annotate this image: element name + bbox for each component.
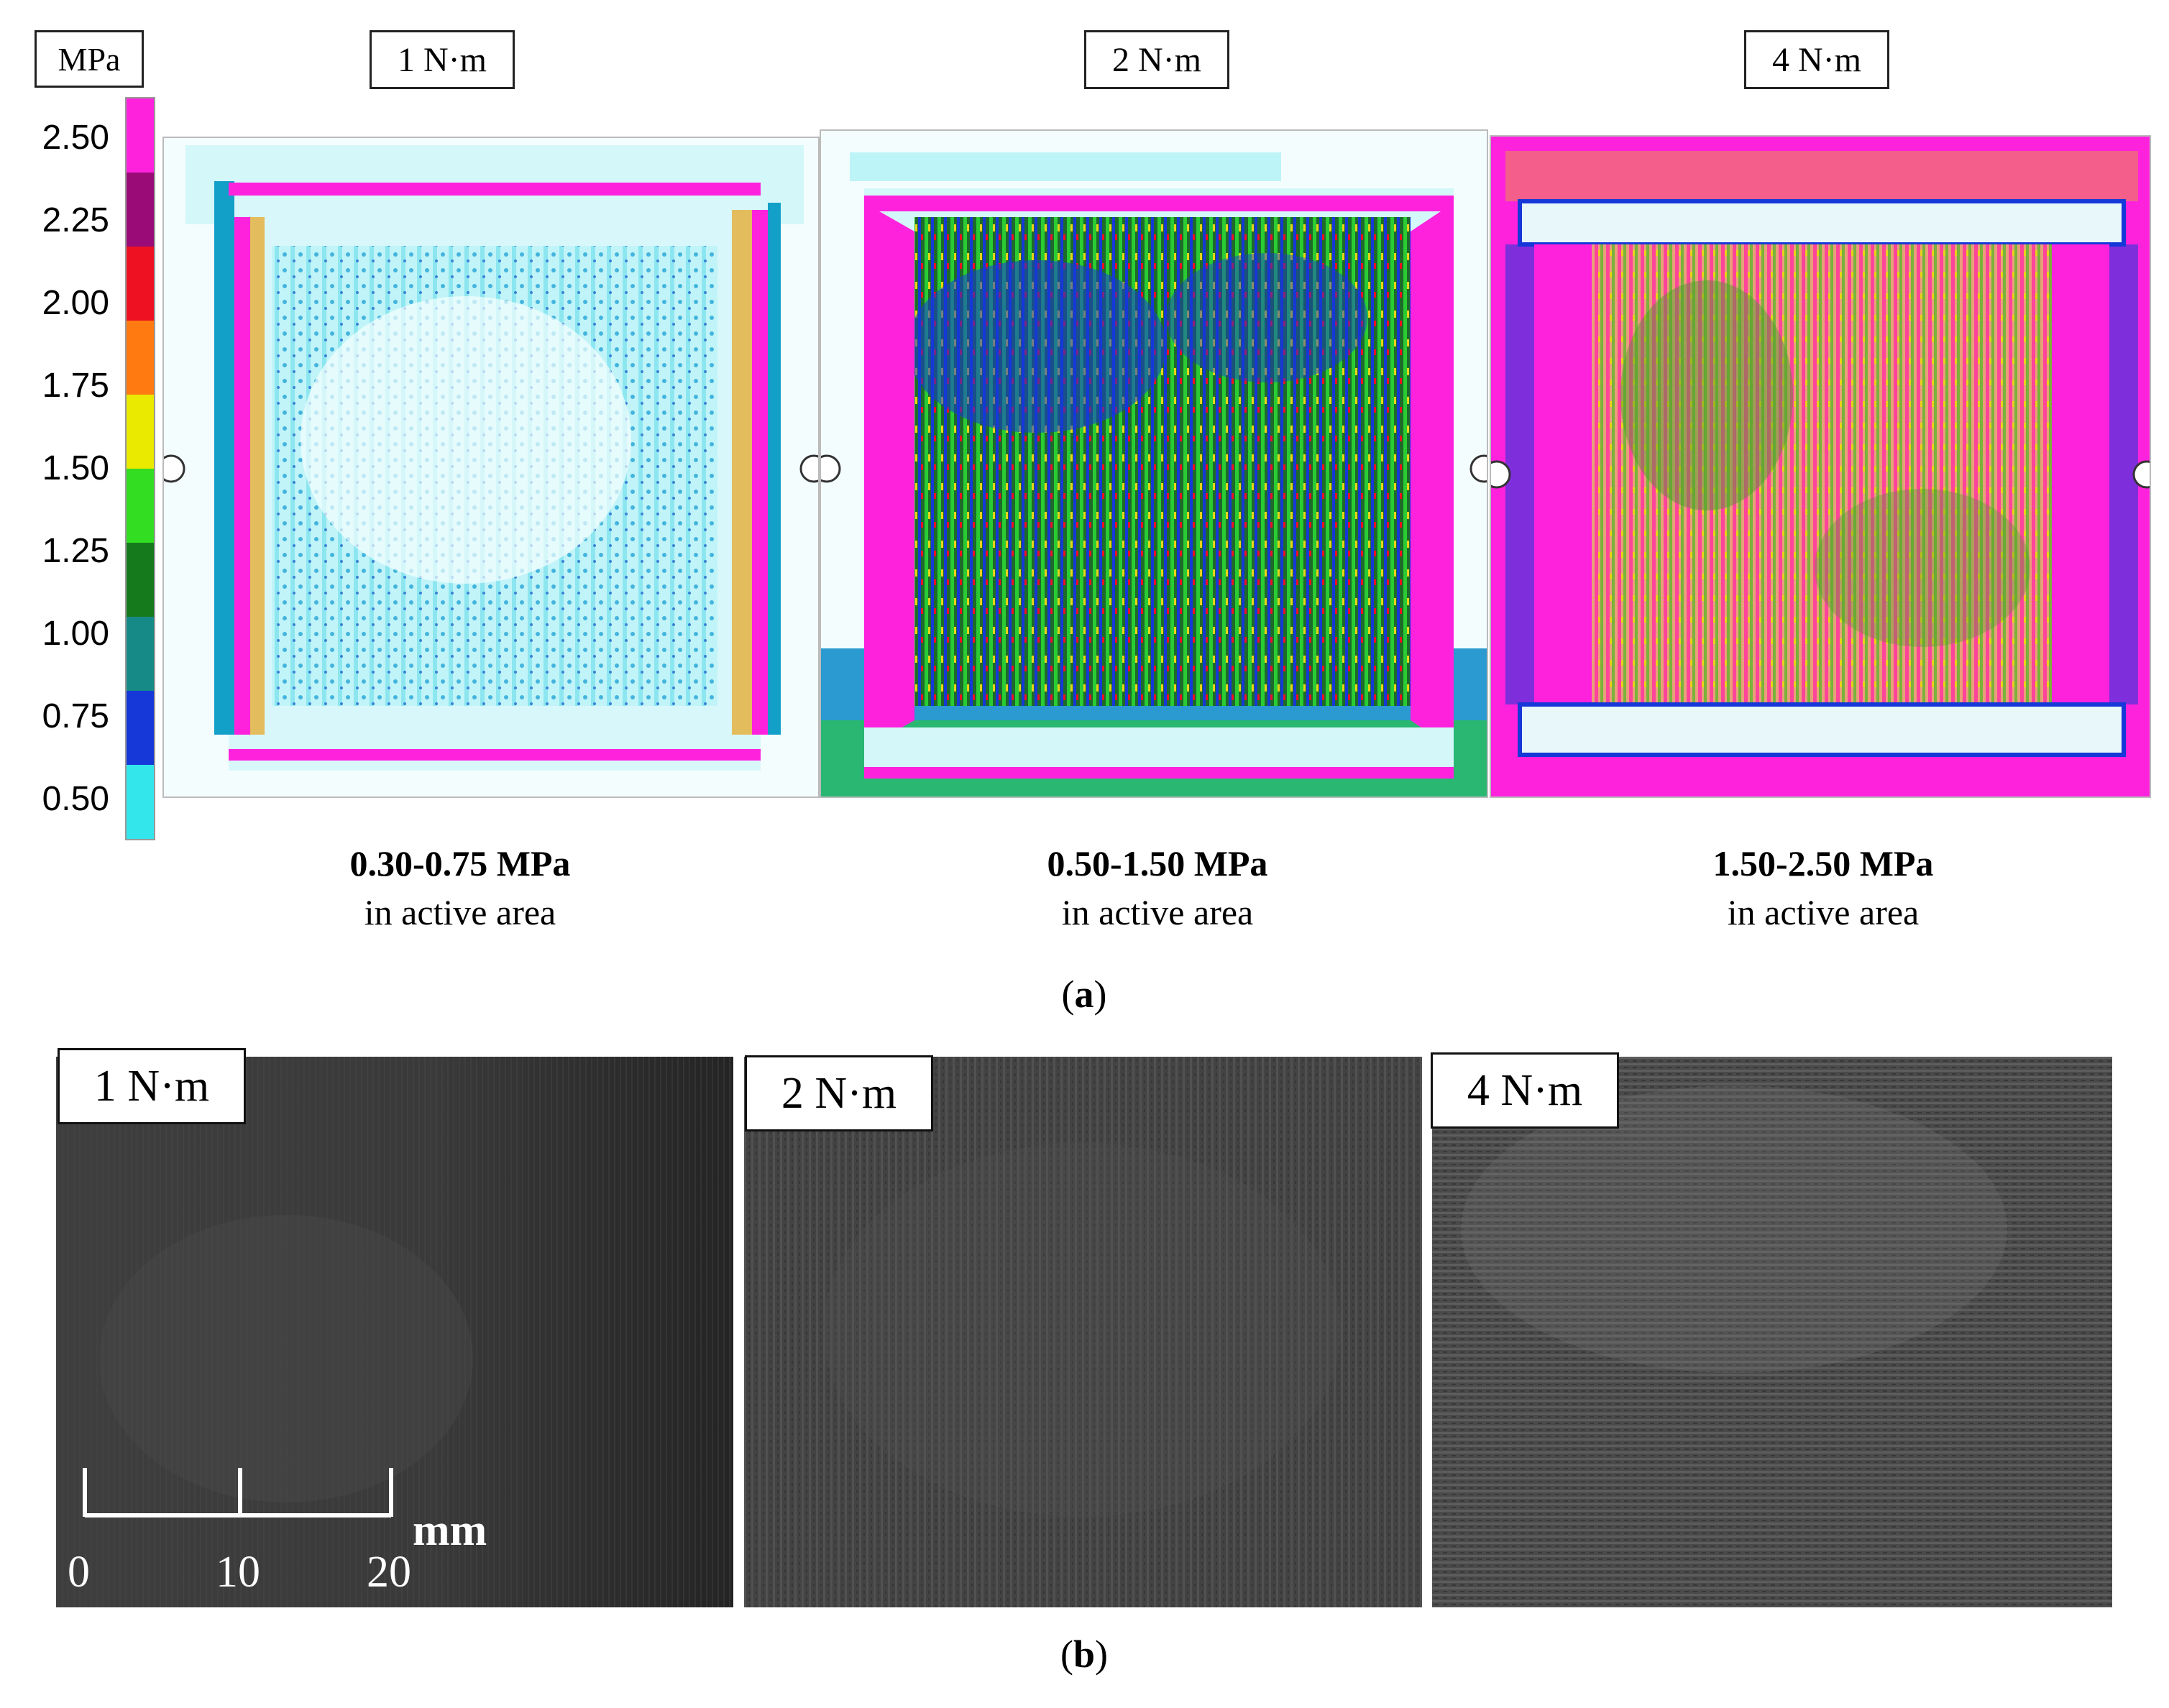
surface-photo-4nm <box>1432 1057 2112 1607</box>
colorbar-tick: 0.50 <box>42 780 109 818</box>
pressure-colorbar <box>125 97 155 840</box>
colorbar-tick: 0.75 <box>42 697 109 735</box>
pressure-map-2nm <box>820 129 1488 798</box>
surface-photo-2nm <box>744 1057 1422 1607</box>
colorbar-segment <box>127 691 154 765</box>
colorbar-segment <box>127 247 154 321</box>
colorbar-tick: 1.50 <box>42 449 109 487</box>
active-area-note-2nm: in active area <box>1061 892 1254 932</box>
colorbar-segment <box>127 765 154 839</box>
colorbar-tick: 2.00 <box>42 284 109 322</box>
scale-label-0: 0 <box>68 1548 90 1597</box>
colorbar-tick: 1.25 <box>42 532 109 570</box>
torque-label-3: 4 N·m <box>1744 30 1889 89</box>
colorbar-unit-label: MPa <box>35 30 144 88</box>
photo-torque-label-2: 2 N·m <box>745 1055 933 1131</box>
colorbar-segment <box>127 395 154 469</box>
torque-label-2: 2 N·m <box>1084 30 1229 89</box>
colorbar-segment <box>127 98 154 173</box>
scale-label-20: 20 <box>367 1548 411 1597</box>
torque-label-1: 1 N·m <box>370 30 515 89</box>
colorbar-tick: 2.50 <box>42 119 109 157</box>
scale-label-10: 10 <box>216 1548 260 1597</box>
active-area-note-4nm: in active area <box>1727 892 1920 932</box>
photo-torque-label-3: 4 N·m <box>1431 1052 1619 1129</box>
pressure-map-4nm <box>1490 135 2151 798</box>
colorbar-segment <box>127 173 154 247</box>
active-area-note-1nm: in active area <box>364 892 556 932</box>
scale-bar <box>81 1466 397 1524</box>
colorbar-segment <box>127 469 154 543</box>
colorbar-tick: 1.00 <box>42 615 109 653</box>
colorbar-segment <box>127 617 154 691</box>
pressure-range-4nm: 1.50-2.50 MPa <box>1712 843 1934 883</box>
pressure-map-1nm <box>162 137 820 798</box>
surface-photo-1nm <box>56 1057 733 1607</box>
colorbar-segment <box>127 321 154 395</box>
panel-a-caption: (a) <box>1061 973 1107 1016</box>
pressure-range-1nm: 0.30-0.75 MPa <box>349 843 571 883</box>
colorbar-tick: 1.75 <box>42 367 109 405</box>
panel-b-caption: (b) <box>1060 1633 1108 1676</box>
scale-unit: mm <box>413 1506 487 1555</box>
pressure-range-2nm: 0.50-1.50 MPa <box>1047 843 1268 883</box>
colorbar-segment <box>127 543 154 617</box>
photo-torque-label-1: 1 N·m <box>58 1048 246 1124</box>
colorbar-tick: 2.25 <box>42 201 109 239</box>
